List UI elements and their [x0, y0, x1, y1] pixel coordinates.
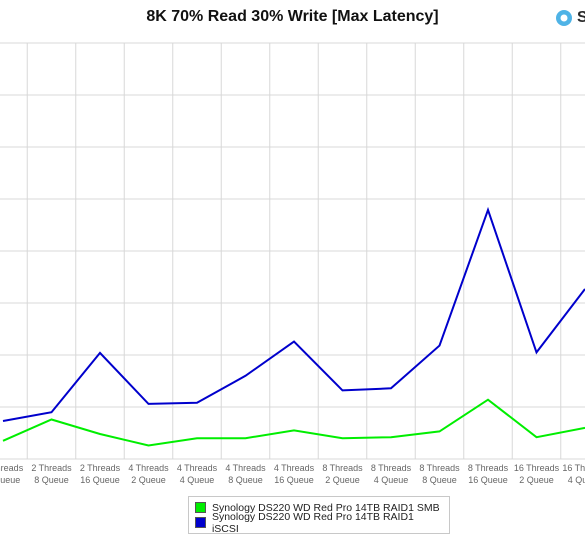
legend-swatch-smb: [195, 502, 206, 513]
x-tick-label: 16 Threads: [562, 463, 585, 473]
x-tick-label: 2 Queue: [325, 475, 360, 485]
x-tick-label: 2 Threads: [80, 463, 121, 473]
x-tick-label: 16 Threads: [514, 463, 560, 473]
x-tick-label: 4 Queue: [374, 475, 409, 485]
legend-label-smb: Synology DS220 WD Red Pro 14TB RAID1 SMB: [212, 501, 440, 514]
x-tick-label: 8 Threads: [322, 463, 363, 473]
x-tick-label: 2 Queue: [131, 475, 166, 485]
x-tick-label: 4 Threads: [274, 463, 315, 473]
x-tick-label: 4 Threads: [177, 463, 218, 473]
legend-label-iscsi: Synology DS220 WD Red Pro 14TB RAID1 iSC…: [211, 510, 414, 535]
x-tick-label: 4 Threads: [128, 463, 169, 473]
x-tick-label: 8 Queue: [34, 475, 69, 485]
series-line-0: [2, 398, 585, 447]
x-tick-label: 4 Threads: [225, 463, 266, 473]
chart-legend: Synology DS220 WD Red Pro 14TB RAID1 SMB…: [188, 496, 450, 535]
x-tick-label: 16 Queue: [468, 475, 508, 485]
x-tick-label: 2 Threads: [31, 463, 72, 473]
brand-text: S: [577, 9, 585, 26]
x-tick-label: 1 Queue: [0, 475, 20, 485]
x-tick-label: 16 Queue: [274, 475, 314, 485]
x-tick-label: 8 Threads: [419, 463, 460, 473]
brand-logo-icon: [556, 10, 572, 26]
legend-item-smb: Synology DS220 WD Red Pro 14TB RAID1 SMB: [195, 500, 443, 515]
x-tick-label: 4 Queue: [568, 475, 585, 485]
legend-item-iscsi: Synology DS220 WD Red Pro 14TB RAID1 iSC…: [195, 511, 443, 535]
x-tick-label: 8 Queue: [228, 475, 263, 485]
x-tick-label: 2 Queue: [519, 475, 554, 485]
x-tick-label: 16 Queue: [80, 475, 120, 485]
x-tick-label: 8 Threads: [468, 463, 509, 473]
x-tick-label: 8 Queue: [422, 475, 457, 485]
x-tick-label: 1 Threads: [0, 463, 24, 473]
chart-title: 8K 70% Read 30% Write [Max Latency]: [146, 8, 439, 25]
series-line-1: [2, 206, 585, 422]
legend-swatch-iscsi: [195, 517, 206, 528]
x-tick-label: 8 Threads: [371, 463, 412, 473]
x-tick-label: 4 Queue: [180, 475, 215, 485]
brand-logo: S: [555, 9, 585, 27]
